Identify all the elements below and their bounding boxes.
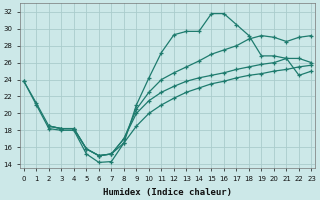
X-axis label: Humidex (Indice chaleur): Humidex (Indice chaleur) [103,188,232,197]
